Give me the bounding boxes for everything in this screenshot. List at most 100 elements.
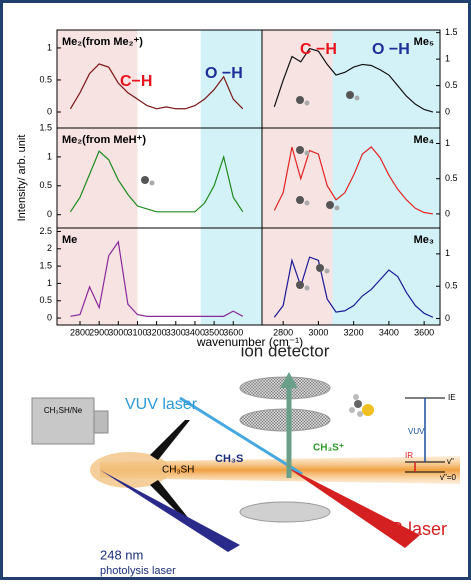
label: CH₃SH/Ne [44,406,83,415]
y-tick-label: 0.5 [39,180,52,190]
atom [304,150,310,156]
nozzle [31,397,95,445]
grid-plate [239,408,331,432]
shaded-region [262,30,333,128]
x-tick-label: 2800 [273,327,293,337]
y-tick-label: 0 [47,312,52,322]
spectrum-line [273,146,434,215]
y-tick-label: 0.5 [445,281,458,291]
panel-label: Me₂(from MeH⁺) [62,134,146,146]
x-tick-label: 3400 [185,327,205,337]
label: ion detector [241,341,330,360]
label: CH₃S⁺ [313,443,344,454]
molecular-beam [100,456,460,484]
x-tick-label: 3000 [308,327,328,337]
y-tick-label: 0 [445,208,450,218]
atom [296,281,304,289]
y-tick-label: 0.5 [445,80,458,90]
x-tick-label: 3000 [108,327,128,337]
atom [349,407,355,413]
atom [296,96,304,104]
panel-label: Me [62,234,77,246]
y-tick-label: 1 [47,42,52,52]
atom [304,285,310,291]
x-tick-label: 3200 [344,327,364,337]
label: IE [448,393,456,402]
label: VUV [408,427,425,436]
x-tick-label: 3300 [166,327,186,337]
y-tick-label: 2 [47,243,52,253]
y-tick-label: 0 [445,106,450,116]
x-tick-label: 3400 [379,327,399,337]
x-tick-label: 3500 [204,327,224,337]
spectrum-line [273,47,434,113]
panel-label: Me₂(from Me₂⁺) [62,36,143,48]
skimmer [150,480,190,520]
photolysis-beam [100,470,240,552]
annotation: O −H [205,65,243,82]
atom [316,264,324,272]
y-tick-label: 1.5 [39,260,52,270]
y-tick-label: 2.5 [39,226,52,236]
apparatus: ion detector CH₃SH/Ne CH₃SH CH₃S VUV las… [31,341,460,577]
y-tick-label: 1.5 [445,27,458,37]
shaded-region [332,228,440,325]
label: CH₃SH [162,465,194,476]
label: VUV laser [125,396,198,413]
annotation: C −H [300,41,337,58]
label: 248 nm [100,547,143,562]
x-axis-label: wavenumber (cm⁻¹) [196,335,303,349]
panel-label: Me₄ [413,134,434,146]
nozzle-tip [93,410,109,434]
y-tick-label: 0 [47,106,52,116]
atom [326,201,334,209]
atom [141,176,149,184]
panel-border [261,227,441,326]
vuv-beam [179,396,303,476]
annotation: C−H [120,73,152,90]
shaded-region [200,30,262,128]
y-tick-label: 1 [445,248,450,258]
x-tick-label: 2800 [70,327,90,337]
y-tick-label: 1.5 [39,122,52,132]
ion-arrow [280,372,298,388]
y-tick-label: 1 [445,138,450,148]
spectrum-line [69,150,244,213]
atom [149,180,155,186]
y-tick-label: 0 [445,313,450,323]
label: IR laser [385,519,447,539]
shaded-region [200,128,262,228]
x-tick-label: 3100 [127,327,147,337]
x-tick-label: 2900 [89,327,109,337]
y-tick-label: 1 [47,151,52,161]
y-tick-label: 1 [47,278,52,288]
x-tick-label: 3200 [147,327,167,337]
panel-label: Me₃ [414,234,434,246]
label: photolysis laser [100,565,176,577]
skimmer [150,420,190,460]
x-tick-label: 3600 [223,327,243,337]
atom [334,205,340,211]
atom [362,404,374,416]
atom [357,411,363,417]
panel-label: Me₅ [414,36,434,48]
shaded-region [262,128,333,228]
atom [296,196,304,204]
x-tick-label: 3600 [414,327,434,337]
shaded-region [200,228,262,325]
y-axis-label: Intensity/ arb. unit [16,135,28,222]
y-tick-label: 0.5 [39,295,52,305]
atom [304,200,310,206]
y-tick-label: 0 [47,209,52,219]
spectrum-line [69,63,244,110]
label: v"=0 [440,473,457,482]
atom [304,100,310,106]
label: CH₃S [215,453,243,465]
shaded-region [332,30,440,128]
plume [90,452,170,488]
atom [353,394,359,400]
y-tick-label: 1 [445,54,450,64]
ir-beam [285,466,420,548]
shaded-region [57,30,138,128]
